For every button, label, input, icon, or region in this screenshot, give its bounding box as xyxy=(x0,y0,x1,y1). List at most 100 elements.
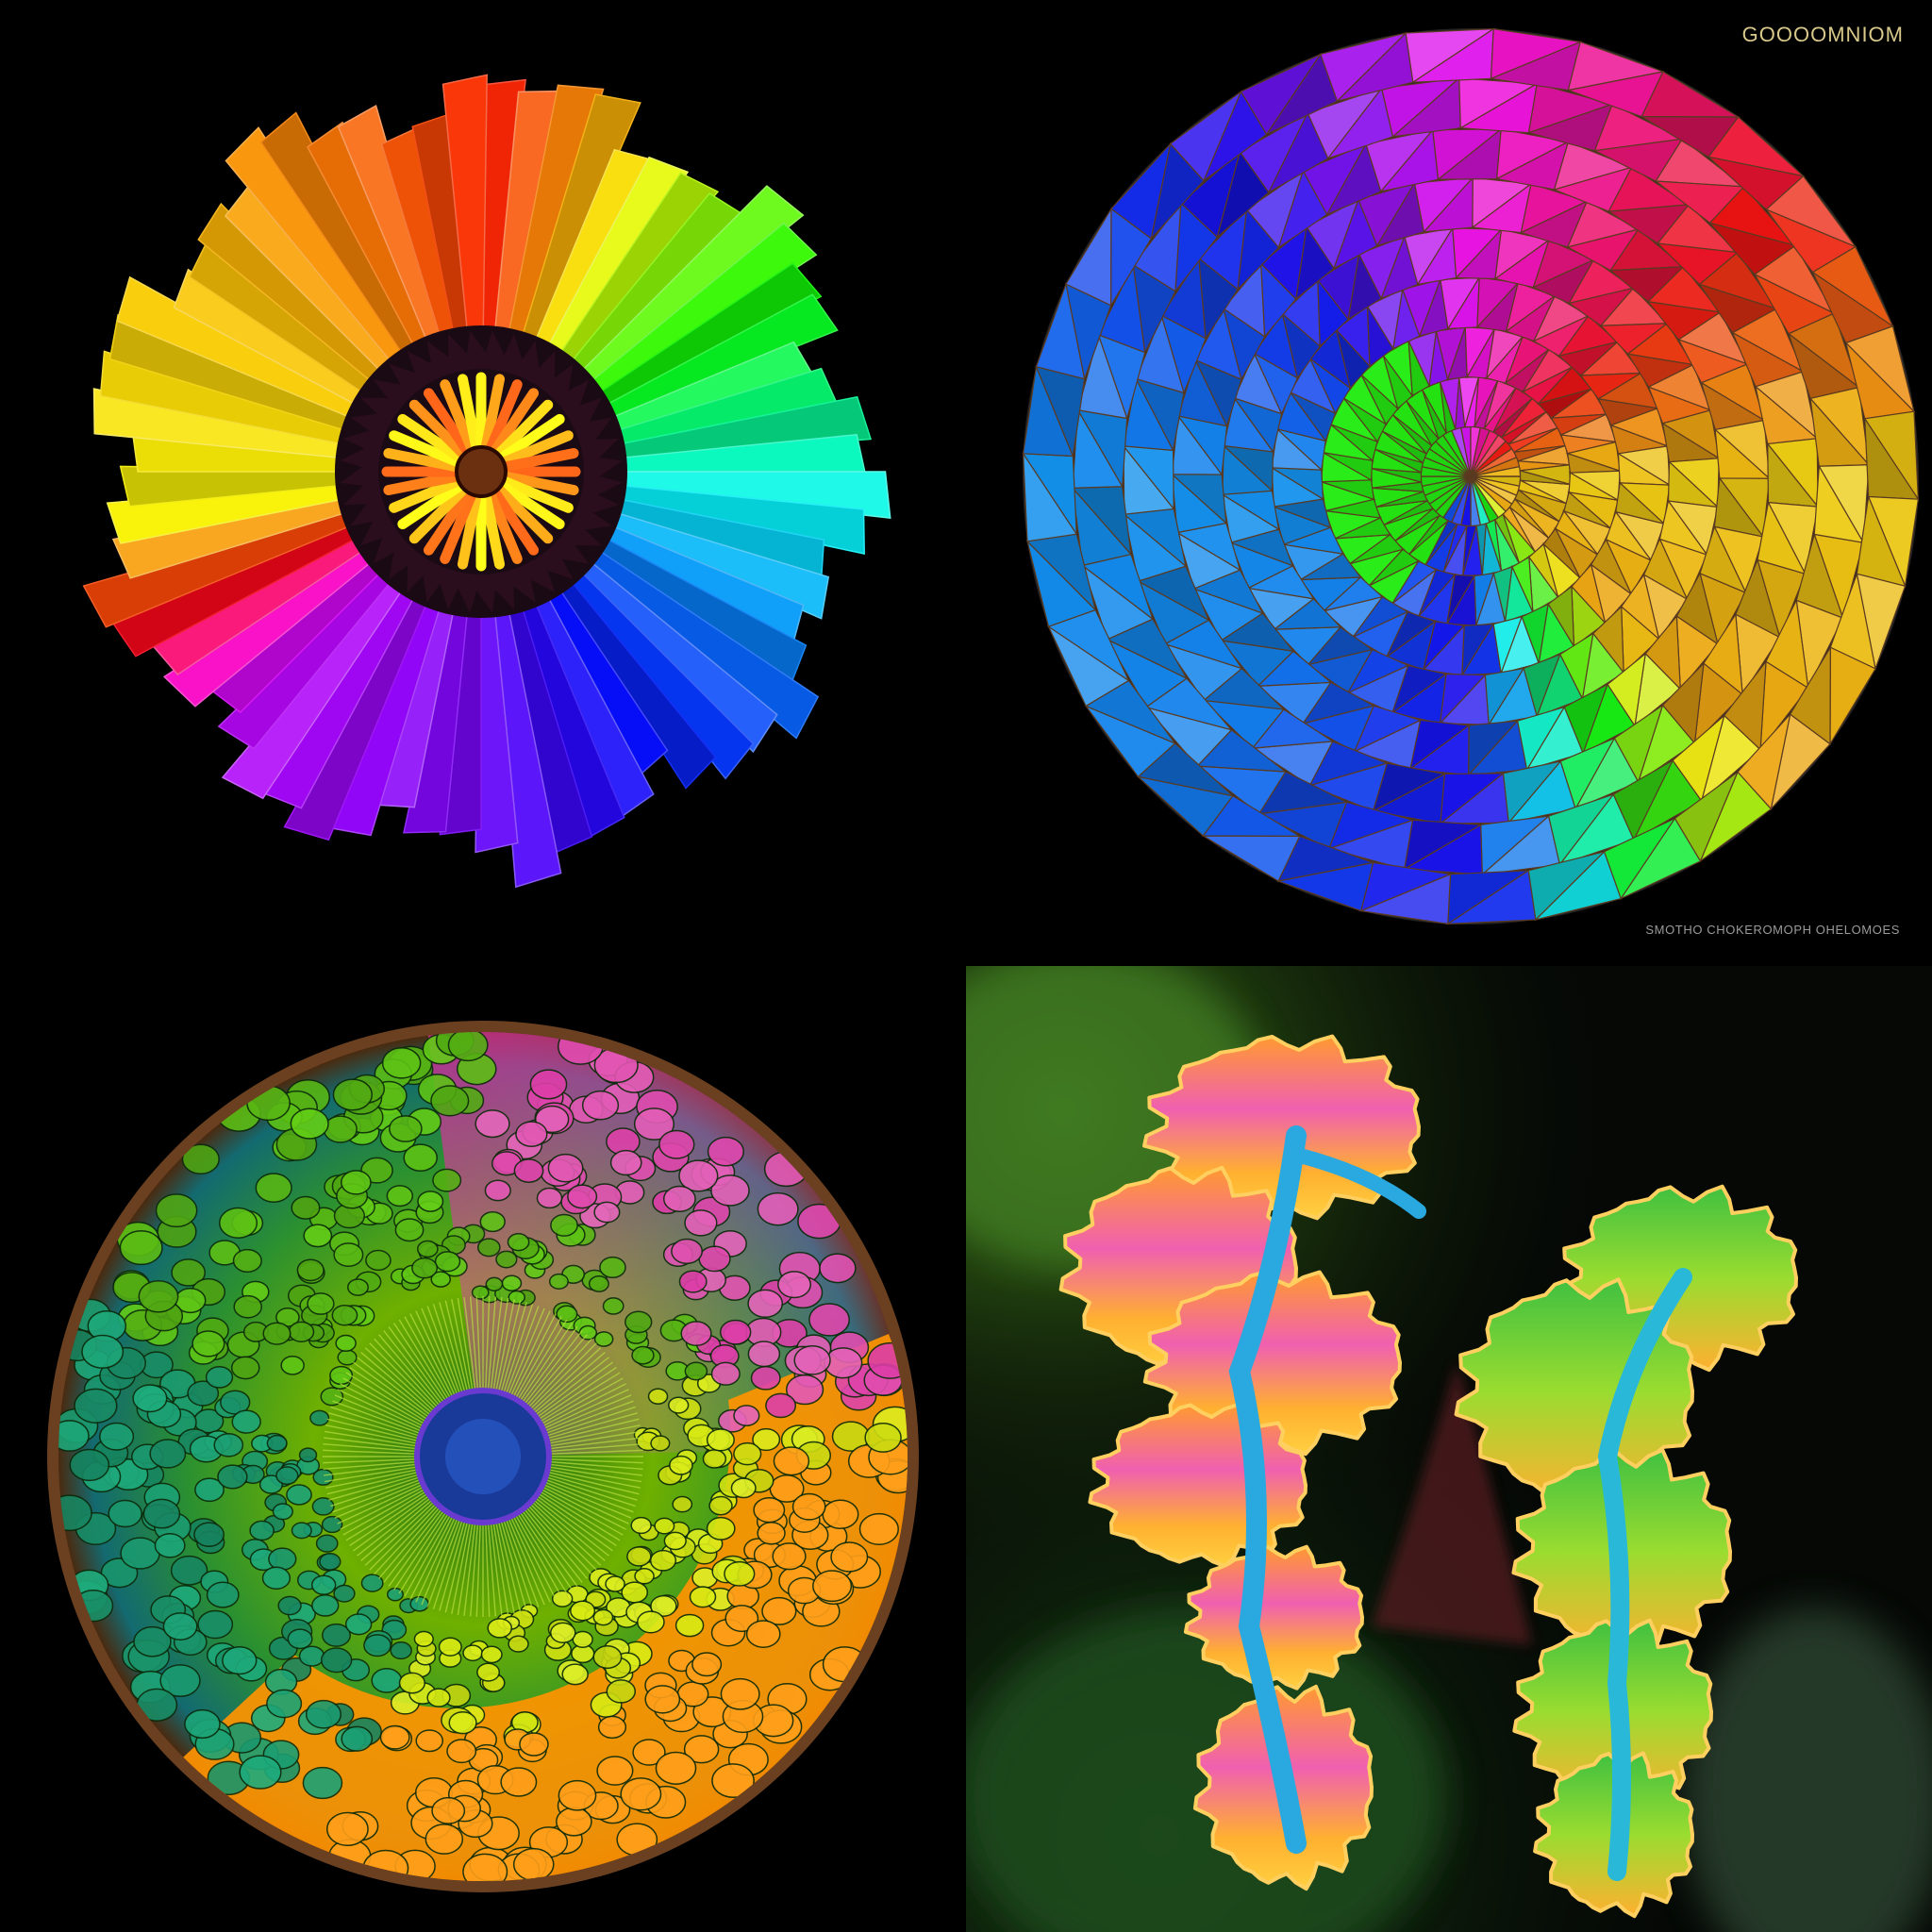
cell-blob xyxy=(108,1499,142,1528)
cell-fibre xyxy=(357,1357,432,1417)
fan-serration xyxy=(407,351,450,389)
cell-blob xyxy=(609,1149,642,1176)
cell-blob xyxy=(711,1763,755,1798)
cell-blob xyxy=(322,1623,352,1647)
cell-blob xyxy=(403,1143,439,1172)
cell-blob xyxy=(142,1498,181,1529)
cell-fibre xyxy=(505,1518,540,1607)
cell-blob xyxy=(184,1708,221,1740)
cell-fibre xyxy=(516,1512,568,1594)
cell-blob xyxy=(287,1628,313,1650)
cell-fibre xyxy=(529,1503,597,1571)
faceted-color-sphere xyxy=(1022,27,1920,925)
cell-fibre xyxy=(330,1406,421,1438)
cell-blob xyxy=(747,1289,784,1319)
cell-blob xyxy=(551,1590,574,1607)
cell-blob xyxy=(480,1645,503,1664)
cell-fibre xyxy=(374,1504,439,1575)
cell-fibre xyxy=(404,1513,452,1597)
cell-blob xyxy=(519,1732,549,1757)
cell-blob xyxy=(793,1344,831,1375)
fan-petal xyxy=(494,399,554,458)
cell-fibre xyxy=(545,1406,636,1438)
cell-fibre xyxy=(337,1483,424,1524)
organism-vein xyxy=(1228,1125,1307,1854)
cell-blob xyxy=(730,1477,757,1499)
cell-blob xyxy=(757,1191,799,1226)
cell-blob xyxy=(155,1193,198,1228)
cell-fibre xyxy=(497,1300,522,1393)
cell-blob xyxy=(266,1434,288,1452)
cell-fibre xyxy=(332,1400,422,1435)
cell-fibre xyxy=(548,1458,643,1464)
cell-blob xyxy=(159,1664,201,1698)
cell-blob xyxy=(197,1609,234,1640)
cell-blob xyxy=(417,1191,444,1212)
cell-blob xyxy=(678,1270,708,1293)
cell-blob xyxy=(556,1305,578,1324)
cell-blob xyxy=(232,1248,262,1274)
cell-fibre xyxy=(492,1297,509,1391)
cell-fibre xyxy=(494,1521,515,1614)
cell-fibre xyxy=(521,1326,578,1404)
cell-blob xyxy=(773,1446,810,1476)
cell-blob xyxy=(596,1756,634,1786)
cell-blob xyxy=(654,1517,675,1535)
cell-fibre xyxy=(525,1334,588,1407)
cell-fibre xyxy=(342,1488,426,1536)
cell-blob xyxy=(547,1153,584,1183)
cell-blob xyxy=(777,1271,812,1299)
cell-blob xyxy=(475,1109,510,1139)
cell-blob xyxy=(386,1185,414,1208)
cell-fibre xyxy=(451,1299,472,1392)
fan-petal xyxy=(501,447,579,473)
cell-blob xyxy=(508,1290,525,1305)
cell-fibre xyxy=(527,1504,592,1575)
cell-fibre xyxy=(530,1347,602,1412)
cell-blob xyxy=(630,1516,652,1535)
cell-fibre xyxy=(409,1313,454,1398)
cell-fibre xyxy=(546,1474,638,1501)
cell-blob xyxy=(319,1553,341,1571)
cell-fibre xyxy=(475,1296,481,1391)
cell-blob xyxy=(515,1121,548,1147)
fan-serration xyxy=(583,455,623,489)
cell-blob xyxy=(138,1279,179,1313)
cell-fibre xyxy=(500,1302,527,1393)
fan-petal xyxy=(491,388,540,456)
cell-blob xyxy=(567,1184,598,1209)
cell-blob xyxy=(233,1294,262,1319)
cell-fibre xyxy=(374,1338,439,1409)
cell-fibre xyxy=(539,1490,621,1541)
cell-blob xyxy=(655,1751,697,1785)
cell-fibre xyxy=(324,1430,418,1447)
cell-fibre xyxy=(500,1520,527,1611)
fan-petal xyxy=(440,379,476,453)
fan-petal xyxy=(397,413,465,462)
cell-blob xyxy=(733,1441,762,1466)
cell-blob xyxy=(446,1739,477,1764)
fan-petal xyxy=(497,413,565,462)
cell-fibre xyxy=(492,1522,509,1616)
cell-blob xyxy=(605,1575,625,1592)
faceted-sphere-panel: GOOOOMNIOM SMOTHO CHOKEROMOPH OHELOMOES xyxy=(966,0,1932,966)
cell-blob xyxy=(344,1613,373,1636)
cell-fibre xyxy=(548,1463,642,1476)
cell-fibre xyxy=(490,1522,503,1616)
cell-blob xyxy=(447,1032,489,1062)
cell-blob xyxy=(650,1435,671,1452)
cell-blob xyxy=(332,1078,374,1111)
cell-fibre xyxy=(519,1510,574,1591)
cell-blob xyxy=(707,1136,744,1167)
cell-blob xyxy=(394,1218,425,1242)
cell-fibre xyxy=(360,1352,434,1415)
cell-fibre xyxy=(512,1313,557,1398)
fan-petal xyxy=(480,374,506,452)
cell-blob xyxy=(320,1387,344,1407)
cell-blob xyxy=(432,1168,462,1192)
cell-fibre xyxy=(388,1326,445,1404)
cell-fibre xyxy=(546,1471,640,1495)
cell-blob xyxy=(633,1108,675,1141)
cell-fibre xyxy=(324,1466,418,1483)
cell-fibre xyxy=(546,1412,638,1440)
